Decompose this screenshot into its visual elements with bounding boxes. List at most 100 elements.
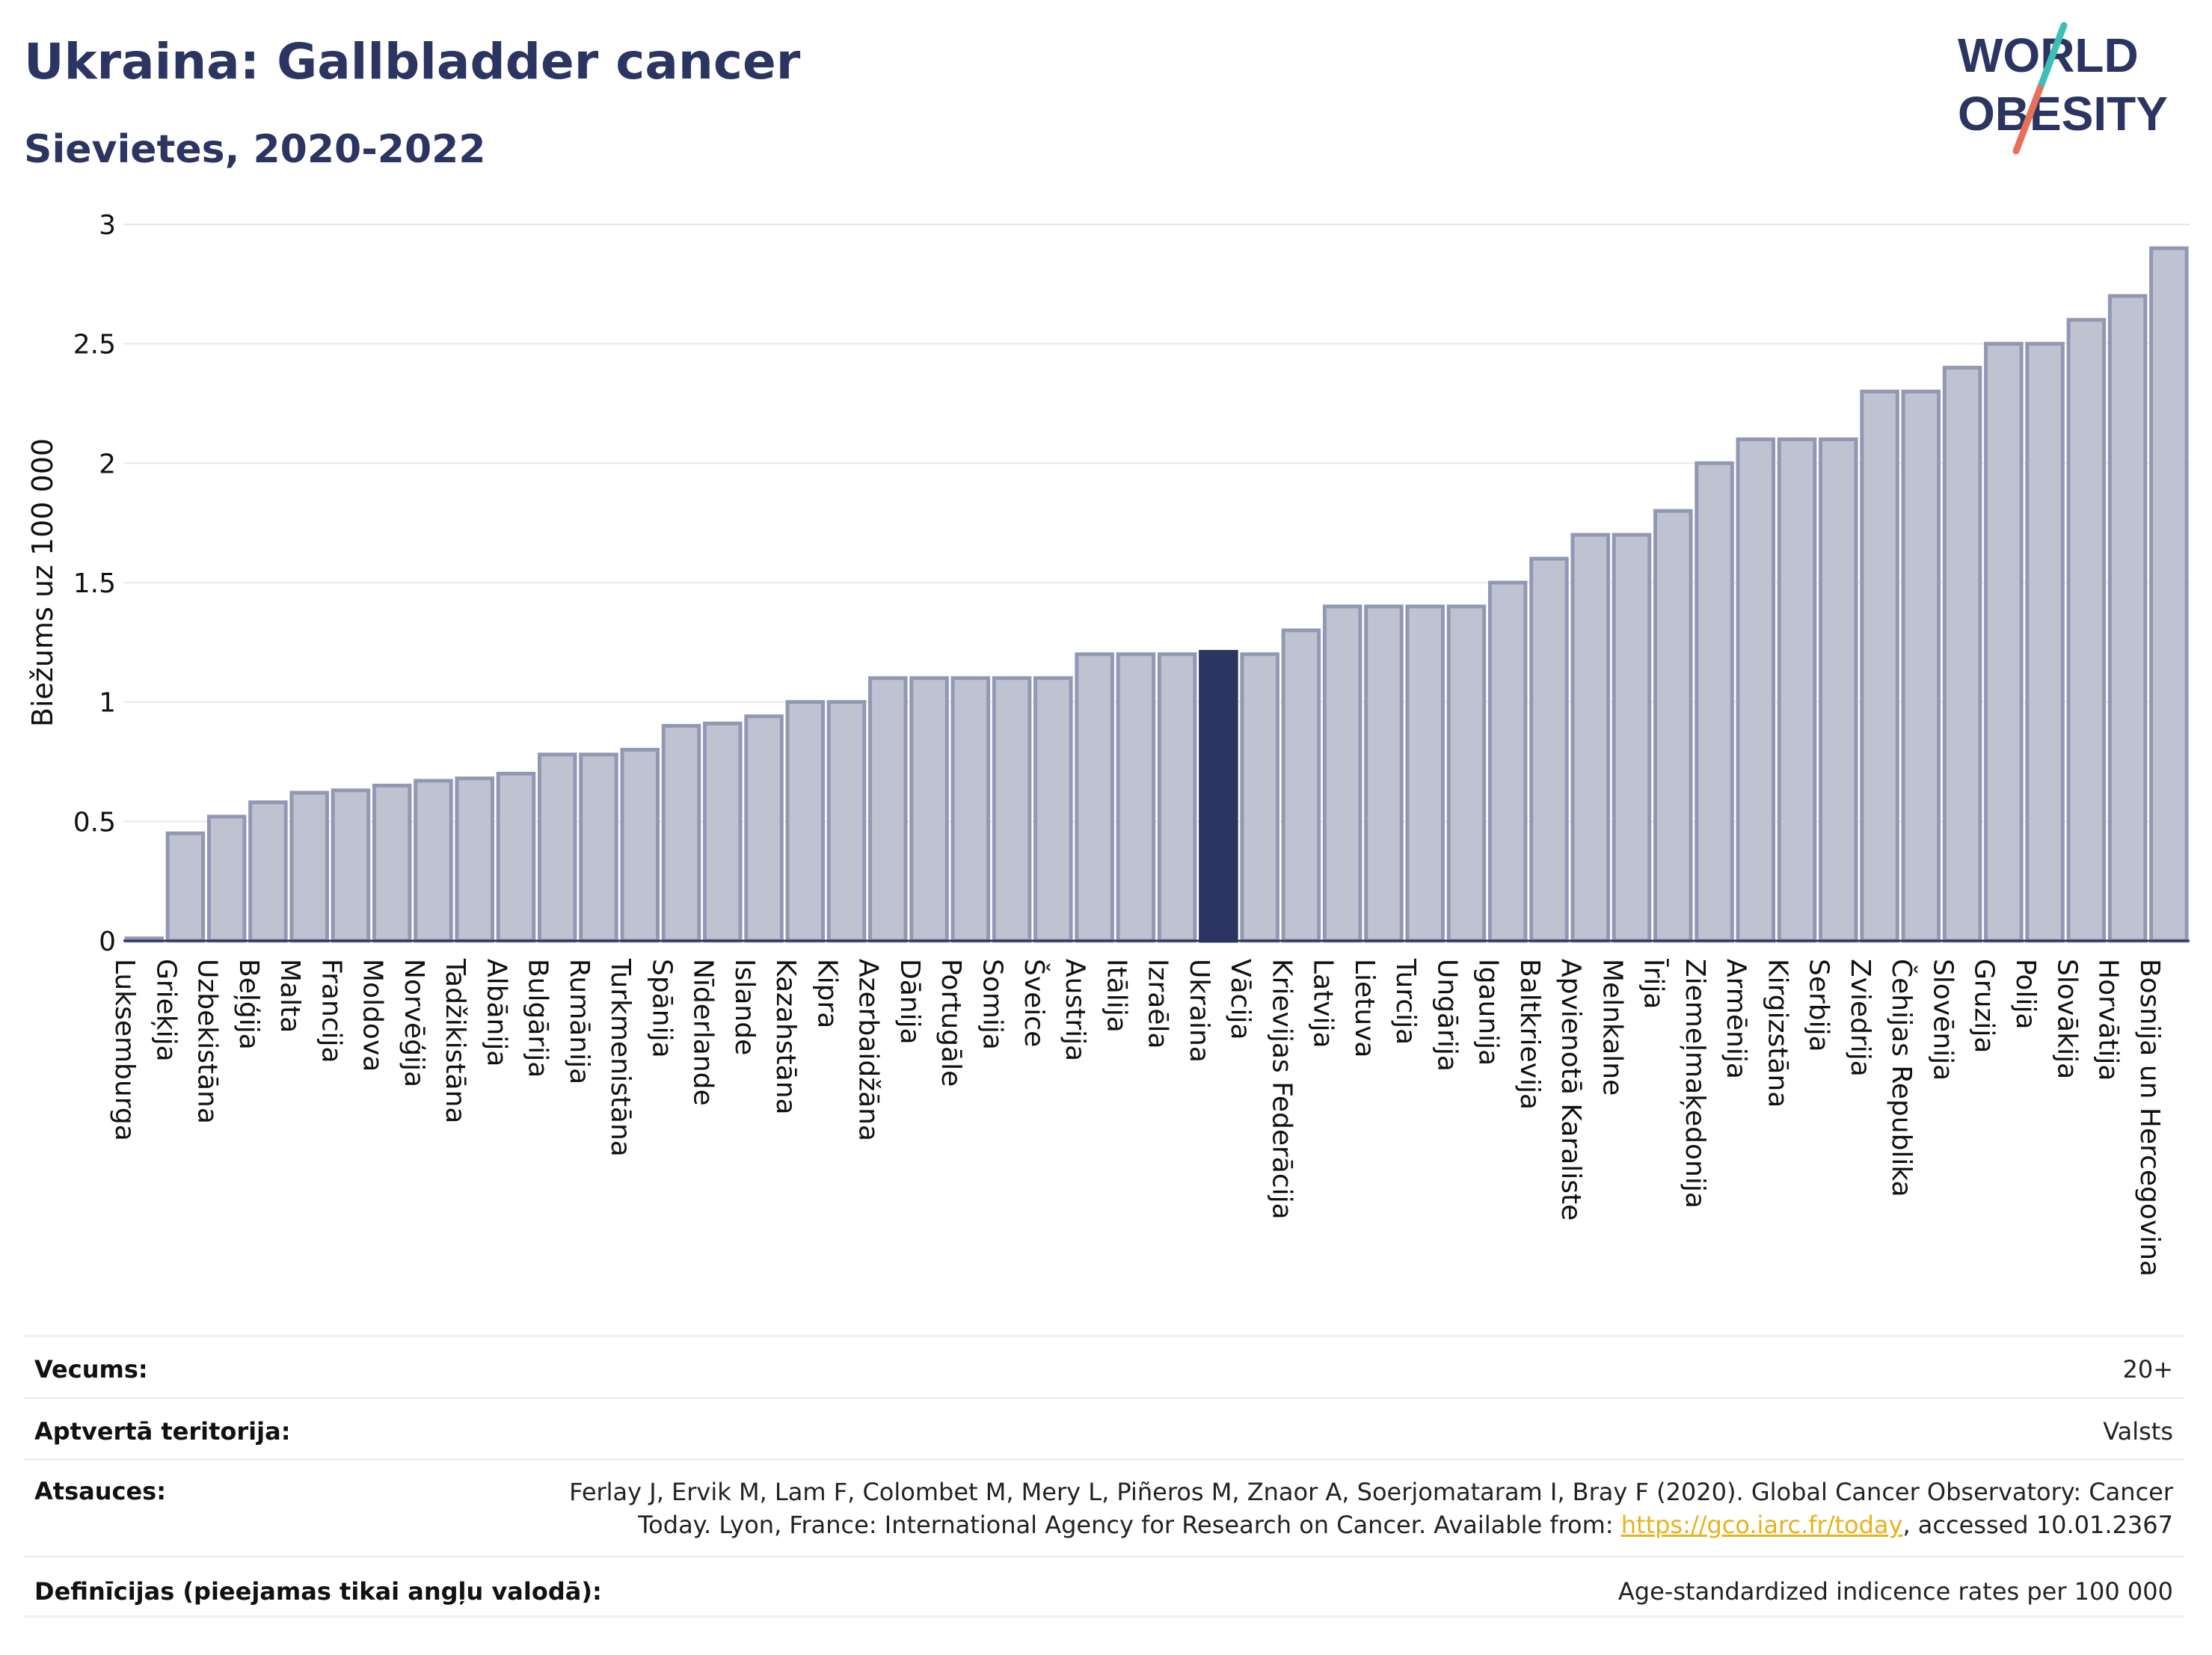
y-tick-labels: 0 0.5 1 1.5 2 2.5 3 — [73, 210, 116, 957]
bar — [414, 779, 453, 943]
references-link[interactable]: https://gco.iarc.fr/today — [1620, 1511, 1903, 1539]
y-tick-label: 2 — [99, 449, 116, 479]
y-tick-label: 0.5 — [73, 807, 116, 838]
y-tick-label: 1.5 — [73, 568, 116, 599]
x-tick-label: Kipra — [811, 959, 842, 1028]
logo-line2: OBESITY — [1958, 87, 2168, 141]
age-value: 20+ — [2122, 1355, 2173, 1384]
bar — [785, 700, 826, 943]
x-tick-label: Ziemeļmaķedonija — [1680, 959, 1710, 1209]
bar — [2107, 294, 2148, 943]
bar — [455, 776, 494, 943]
meta-bottom-rule — [24, 1615, 2184, 1618]
x-tick-label: Turcija — [1390, 958, 1421, 1045]
bar — [1736, 437, 1776, 943]
references-line2-post: , accessed 10.01.2367 — [1902, 1511, 2173, 1539]
definitions-value: Age-standardized indicence rates per 100… — [1617, 1577, 2173, 1606]
x-tick-label: Melnkalne — [1597, 959, 1627, 1096]
bar — [1157, 652, 1197, 943]
x-tick-label: Uzbekistāna — [192, 959, 223, 1124]
bar — [1901, 390, 1941, 943]
x-tick-label: Rumānija — [564, 959, 595, 1084]
bar — [248, 800, 288, 943]
references-line2-pre: Today. Lyon, France: International Agenc… — [638, 1511, 1621, 1539]
x-tick-label: Austrija — [1060, 959, 1090, 1061]
bar — [2149, 246, 2189, 943]
bar — [909, 676, 949, 943]
bar — [1364, 604, 1404, 943]
meta-row-definitions: Definīcijas (pieejamas tikai angļu valod… — [24, 1556, 2184, 1618]
x-tick-label: Apvienotā Karaliste — [1555, 959, 1586, 1220]
bar — [1653, 509, 1693, 943]
x-tick-label: Grieķija — [150, 959, 181, 1062]
x-tick-label: Īrija — [1638, 959, 1669, 1009]
y-axis-title: Biežums uz 100 000 — [26, 438, 59, 727]
bar — [661, 724, 701, 943]
x-tick-labels: Luksemburga Grieķija Uzbekistāna Beļģija Mal… — [109, 958, 2165, 1277]
bar — [744, 714, 784, 943]
bar — [1612, 532, 1652, 943]
x-tick-label: Igaunija — [1473, 959, 1504, 1066]
bar — [1984, 342, 2024, 943]
x-tick-label: Kirgizstāna — [1762, 959, 1792, 1108]
x-tick-label: Vācija — [1225, 959, 1256, 1040]
x-tick-label: Izraēla — [1143, 959, 1173, 1049]
logo-slash-bottom — [2012, 85, 2044, 155]
page-title: Ukraina: Gallbladder cancer — [24, 33, 801, 90]
logo-slash-top — [2036, 22, 2068, 92]
bar — [496, 771, 536, 943]
meta-row-coverage: Aptvertā teritorija: Valsts — [24, 1397, 2184, 1459]
x-tick-label: Moldova — [357, 959, 388, 1072]
bar — [1033, 676, 1073, 943]
coverage-label: Aptvertā teritorija: — [34, 1417, 291, 1446]
x-tick-label: Itālija — [1101, 959, 1131, 1033]
bar — [2025, 342, 2065, 943]
bar — [1529, 556, 1569, 943]
x-tick-label: Tadžikistāna — [440, 958, 470, 1124]
references-label: Atsauces: — [34, 1477, 166, 1505]
world-obesity-logo: WORLD OBESITY — [1958, 22, 2168, 155]
bar — [331, 788, 371, 943]
bar — [620, 748, 660, 943]
x-tick-label: Luksemburga — [109, 959, 140, 1141]
x-tick-label: Slovēnija — [1927, 959, 1958, 1081]
references-line2: Today. Lyon, France: International Agenc… — [528, 1508, 2173, 1541]
meta-row-references: Atsauces: Ferlay J, Ervik M, Lam F, Colo… — [24, 1458, 2184, 1556]
bar — [1860, 390, 1899, 943]
bar — [1446, 604, 1487, 943]
bar — [372, 783, 412, 943]
bars — [124, 246, 2189, 943]
x-tick-label: Gruzija — [1969, 959, 2000, 1053]
bar — [1240, 652, 1279, 943]
x-tick-label: Albānija — [481, 959, 511, 1066]
x-tick-label: Nīderlande — [688, 959, 719, 1106]
meta-row-age: Vecums: 20+ — [24, 1335, 2184, 1397]
bar — [1695, 461, 1734, 943]
x-tick-label: Francija — [316, 959, 346, 1063]
bar — [1281, 628, 1321, 943]
x-tick-label: Malta — [274, 959, 305, 1033]
bar — [2066, 318, 2107, 943]
x-tick-label: Kazahstāna — [770, 959, 801, 1115]
x-tick-label: Spānija — [646, 959, 677, 1058]
bar-chart: 0 0.5 1 1.5 2 2.5 3 Luksemburga Grieķija Uzbekis… — [26, 210, 2190, 1277]
bar — [1322, 604, 1362, 943]
x-tick-label: Baltkrievija — [1514, 959, 1545, 1110]
x-tick-label: Beļģija — [233, 959, 264, 1050]
bar — [1116, 652, 1156, 943]
page-subtitle: Sievietes, 2020-2022 — [24, 127, 486, 172]
x-tick-label: Horvātija — [2093, 959, 2124, 1081]
references-line1: Ferlay J, Ervik M, Lam F, Colombet M, Me… — [569, 1478, 2173, 1506]
x-tick-label: Ungārija — [1431, 959, 1462, 1072]
bar — [1487, 580, 1528, 943]
x-tick-label: Lietuva — [1349, 959, 1380, 1058]
x-tick-label: Polija — [2010, 959, 2041, 1030]
bar — [1405, 604, 1445, 943]
x-tick-label: Islande — [729, 959, 760, 1055]
bar-highlighted — [1199, 650, 1238, 943]
y-tick-label: 1 — [99, 688, 116, 719]
x-tick-label: Čehijas Republika — [1886, 959, 1917, 1197]
x-tick-label: Bulgārija — [523, 959, 553, 1078]
x-tick-label: Slovākija — [2051, 959, 2082, 1079]
x-tick-label: Latvija — [1308, 959, 1339, 1048]
